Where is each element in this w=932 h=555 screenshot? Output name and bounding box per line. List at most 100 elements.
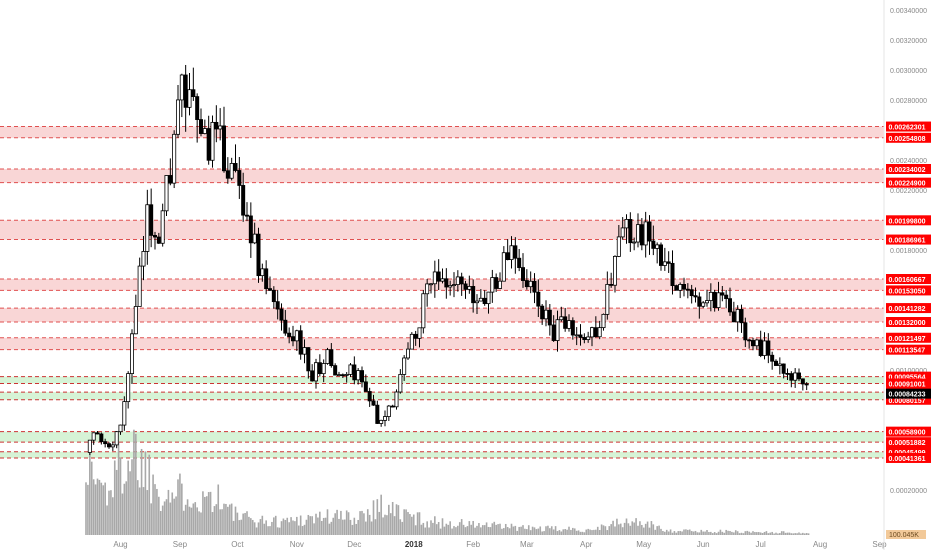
- x-tick-label: Feb: [466, 540, 480, 549]
- volume-bar: [489, 527, 492, 535]
- candle-up: [133, 306, 138, 335]
- x-tick-label: Aug: [813, 540, 827, 549]
- candle-up: [402, 357, 407, 375]
- volume-bar: [161, 505, 164, 535]
- volume-bar: [455, 527, 457, 535]
- volume-bar: [236, 512, 239, 535]
- candle-up: [294, 330, 299, 342]
- candle-up: [777, 363, 782, 366]
- volume-bar: [573, 528, 576, 535]
- volume-bar: [616, 518, 618, 535]
- volume-bar: [389, 513, 392, 535]
- x-tick-label: Sep: [872, 540, 887, 549]
- price-level-badge-bg: [886, 394, 931, 405]
- volume-bar: [577, 530, 580, 535]
- candle-down: [800, 378, 805, 385]
- volume-bar: [305, 519, 308, 535]
- candle-up: [474, 300, 479, 304]
- price-level-badge: 0.00262301: [889, 125, 926, 132]
- volume-bar: [273, 517, 275, 535]
- volume-bar: [696, 532, 699, 535]
- volume-bar: [324, 517, 327, 535]
- price-level-badge-bg: [886, 332, 931, 343]
- candle-up: [405, 348, 410, 359]
- volume-bar: [460, 519, 463, 535]
- price-level-badge: 0.00234002: [889, 167, 926, 174]
- volume-bar: [422, 522, 425, 535]
- volume-bar: [631, 521, 634, 535]
- volume-bar: [683, 529, 685, 535]
- volume-bar: [320, 520, 323, 535]
- candle-down: [570, 320, 575, 336]
- volume-bar: [754, 532, 756, 535]
- candle-down: [682, 284, 687, 290]
- candle-up: [497, 280, 502, 289]
- volume-bar: [202, 491, 204, 535]
- support-zone: [0, 392, 884, 400]
- candle-up: [605, 284, 610, 315]
- volume-bar: [217, 484, 220, 535]
- x-tick-label: Jun: [697, 540, 710, 549]
- candle-up: [455, 276, 460, 286]
- candle-down: [697, 296, 702, 307]
- volume-bar: [529, 530, 532, 535]
- volume-bar: [391, 501, 394, 535]
- volume-bar: [765, 531, 768, 535]
- volume-bar: [144, 451, 147, 535]
- volume-bar: [736, 531, 739, 535]
- volume-bar: [322, 517, 325, 535]
- volume-bar: [213, 506, 216, 535]
- volume-bar: [539, 526, 542, 535]
- volume-bar: [665, 529, 668, 535]
- y-axis: 0.00340000 0.00320000 0.00300000 0.00280000…: [883, 0, 927, 550]
- candle-up: [451, 284, 456, 287]
- volume-bar: [543, 531, 545, 535]
- volume-bar: [570, 529, 572, 535]
- volume-bar: [612, 520, 614, 535]
- candle-down: [724, 294, 729, 300]
- candle-up: [379, 419, 384, 424]
- candle-down: [685, 288, 690, 291]
- volume-bar: [633, 522, 635, 535]
- volume-bar: [637, 525, 639, 535]
- volume-bar: [269, 526, 271, 535]
- x-tick-label: Oct: [231, 540, 244, 549]
- volume-bar: [296, 516, 298, 535]
- volume-bar: [340, 510, 342, 535]
- volume-bar: [773, 533, 775, 535]
- volume-bar: [89, 445, 91, 535]
- volume-bar: [512, 526, 515, 535]
- volume-bar: [418, 512, 421, 535]
- candle-down: [248, 215, 253, 244]
- volume-bar: [648, 527, 651, 535]
- candle-up: [260, 268, 265, 277]
- volume-bar: [92, 479, 95, 535]
- volume-bar: [752, 531, 754, 535]
- candle-up: [586, 336, 591, 340]
- volume-bar: [171, 492, 174, 535]
- volume-bar: [345, 510, 348, 535]
- volume-bar: [150, 503, 152, 535]
- volume-bar: [146, 490, 149, 535]
- volume-bar: [215, 504, 218, 535]
- volume-bar: [719, 529, 722, 535]
- volume-bar: [457, 525, 459, 535]
- candle-up: [467, 286, 472, 290]
- y-tick-label: 0.00240000: [890, 158, 927, 165]
- volume-bar: [163, 501, 166, 535]
- candle-down: [659, 244, 664, 266]
- volume-bar: [702, 531, 704, 535]
- volume-bar: [704, 531, 706, 535]
- volume-bar: [685, 529, 687, 535]
- volume-bar: [309, 516, 312, 535]
- candle-up: [421, 293, 426, 329]
- volume-badge-bg: [886, 530, 926, 539]
- candle-down: [712, 291, 717, 308]
- volume-bar: [769, 532, 772, 535]
- y-tick-label: 0.00320000: [890, 38, 927, 45]
- candle-down: [198, 119, 203, 134]
- volume-bar: [547, 525, 549, 535]
- volume-bar: [98, 479, 101, 535]
